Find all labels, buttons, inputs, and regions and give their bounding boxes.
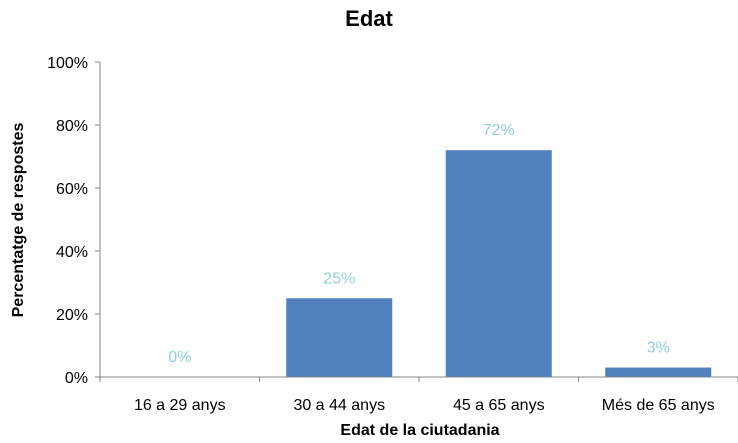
y-axis-label: Percentatge de respostes <box>10 122 27 318</box>
y-tick-label: 40% <box>56 244 88 261</box>
data-label: 3% <box>647 340 670 357</box>
data-label: 25% <box>323 270 355 287</box>
y-tick-label: 100% <box>47 55 88 72</box>
x-tick-label: 45 a 65 anys <box>453 397 545 414</box>
data-label: 72% <box>483 122 515 139</box>
x-axis-label: Edat de la ciutadania <box>340 422 500 439</box>
bar <box>286 298 393 377</box>
x-tick-label: 30 a 44 anys <box>293 397 385 414</box>
y-tick-label: 20% <box>56 307 88 324</box>
y-tick-label: 0% <box>65 370 88 387</box>
data-label: 0% <box>168 349 191 366</box>
x-tick-label: Més de 65 anys <box>602 397 715 414</box>
y-tick-label: 80% <box>56 118 88 135</box>
bar <box>605 367 712 377</box>
chart-title: Edat <box>345 6 393 31</box>
bar <box>445 150 552 377</box>
y-tick-label: 60% <box>56 181 88 198</box>
x-tick-label: 16 a 29 anys <box>134 397 226 414</box>
